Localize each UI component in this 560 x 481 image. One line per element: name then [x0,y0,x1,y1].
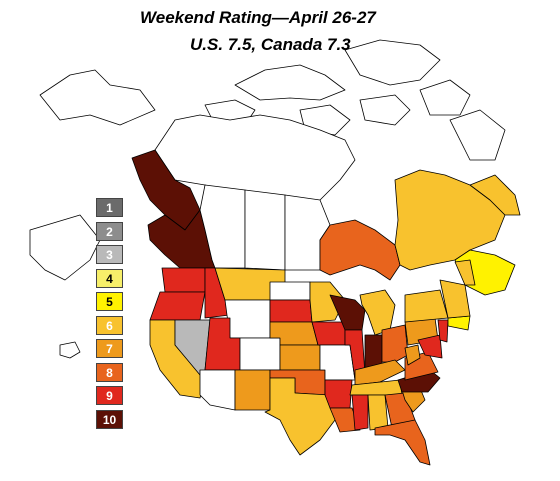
region-ohio [381,324,409,363]
region-arizona [199,369,236,411]
region-iowa [311,321,346,346]
region-washington [161,267,206,293]
arctic-island-2 [234,64,346,101]
region-alaska [29,214,101,281]
arctic-island-8 [359,94,411,126]
legend-swatch-6: 6 [96,315,123,335]
region-florida [374,419,431,466]
map-title: Weekend Rating—April 26-27 [140,8,376,27]
region-missouri [319,344,356,381]
region-arkansas [324,379,353,409]
region-south-dakota [269,299,313,323]
region-saskatchewan [244,189,286,271]
legend-swatch-7: 7 [96,339,123,358]
arctic-islands [39,69,156,126]
arctic-island-3 [344,39,441,86]
region-new-mexico [234,369,271,411]
region-colorado [239,337,281,371]
region-new-jersey [437,319,449,343]
region-alabama [367,394,389,431]
region-wyoming [224,299,271,339]
arctic-island-4 [419,79,471,116]
region-minnesota [309,281,346,323]
arctic-island-5 [449,109,506,161]
region-new-england [439,279,471,319]
region-maine [454,259,476,286]
region-mississippi [351,394,369,431]
region-oregon [149,291,206,321]
legend-swatch-1: 1 [96,198,123,217]
legend-swatch-2: 2 [96,221,123,241]
region-hawaii [59,341,81,359]
region-ontario [319,219,401,281]
region-new-york [404,289,449,323]
region-newfoundland [469,174,521,216]
legend-swatch-10: 10 [96,409,123,429]
legend-swatch-4: 4 [96,268,123,288]
region-maryland [417,334,443,359]
legend-swatch-3: 3 [96,245,123,264]
region-west-virginia [404,344,421,366]
region-louisiana [329,407,361,433]
region-kentucky [354,359,406,386]
region-north-dakota [269,281,311,301]
legend-swatch-5: 5 [96,292,123,311]
legend-swatch-9: 9 [96,386,123,405]
region-texas [264,377,336,456]
map-subtitle: U.S. 7.5, Canada 7.3 [190,35,351,54]
legend-swatch-8: 8 [96,362,123,382]
region-kansas [279,344,321,371]
